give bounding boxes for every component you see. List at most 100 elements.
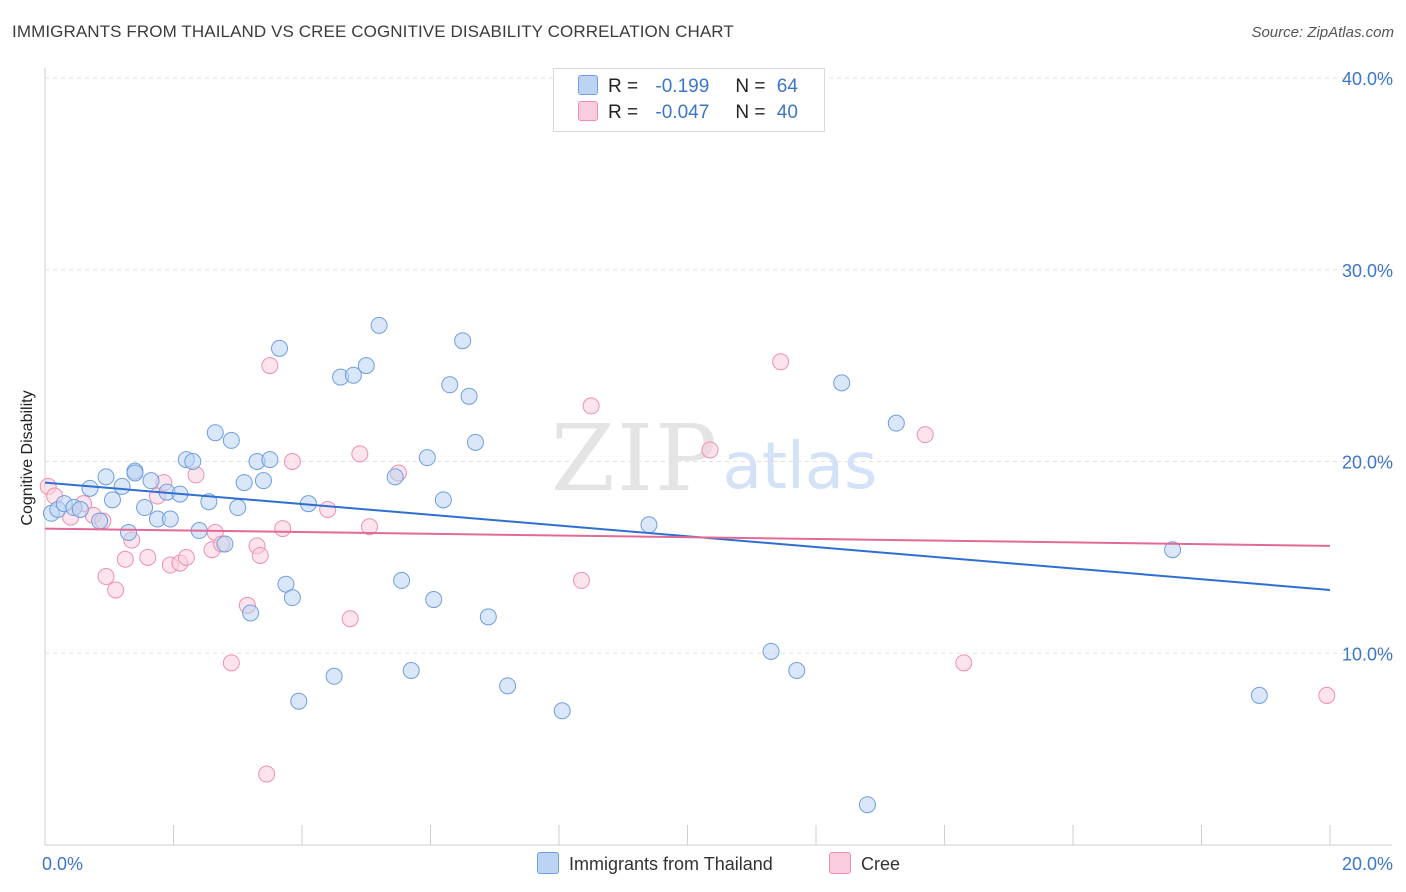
bottom-legend-cree[interactable]: Cree <box>829 852 900 875</box>
thailand-point <box>640 516 658 534</box>
thailand-point <box>788 662 806 680</box>
cree-point <box>1318 686 1336 704</box>
y-tick-label: 40.0% <box>1342 69 1393 89</box>
cree-r-value: -0.047 <box>655 102 710 123</box>
cree-point <box>772 353 790 371</box>
r-label: R = <box>608 76 639 97</box>
thailand-legend-label: Immigrants from Thailand <box>569 854 773 874</box>
thailand-point <box>425 591 443 609</box>
thailand-point <box>1164 541 1182 559</box>
cree-legend-swatch <box>829 852 851 874</box>
cree-legend-label: Cree <box>861 854 901 874</box>
thailand-point <box>103 491 121 509</box>
thailand-point <box>222 431 240 449</box>
n-label: N = <box>735 76 766 97</box>
cree-point <box>97 568 115 586</box>
thailand-point <box>499 677 517 695</box>
cree-point <box>319 500 337 518</box>
cree-point <box>177 548 195 566</box>
cree-point <box>572 571 590 589</box>
x-tick-label: 0.0% <box>42 854 83 874</box>
x-tick-label: 20.0% <box>1342 854 1393 874</box>
cree-point <box>222 654 240 672</box>
thailand-point <box>393 571 411 589</box>
thailand-point <box>370 316 388 334</box>
thailand-point <box>283 589 301 607</box>
cree-point <box>258 765 276 783</box>
tick-labels: 10.0% 20.0% 30.0% 40.0% 0.0% 20.0% <box>42 69 1393 874</box>
thailand-point <box>126 464 144 482</box>
thailand-point <box>136 499 154 517</box>
y-tick-label: 20.0% <box>1342 453 1393 473</box>
watermark-zip: ZIP <box>551 405 719 512</box>
thailand-point <box>113 477 131 495</box>
legend-row-thailand: R = -0.199 N = 64 <box>578 75 798 101</box>
thailand-point <box>858 796 876 814</box>
thailand-point <box>81 479 99 497</box>
cree-point <box>701 441 719 459</box>
legend-row-cree: R = -0.047 N = 40 <box>578 101 798 127</box>
thailand-point <box>229 499 247 517</box>
thailand-point <box>254 472 272 490</box>
thailand-point <box>357 357 375 375</box>
thailand-points <box>42 98 1268 814</box>
thailand-point <box>161 510 179 528</box>
cree-points <box>39 353 1336 783</box>
thailand-point <box>200 493 218 511</box>
thailand-n-value: 64 <box>776 76 798 97</box>
cree-point <box>107 581 125 599</box>
cree-trend-line <box>44 527 1331 547</box>
r-label: R = <box>608 102 639 123</box>
cree-point <box>251 546 269 564</box>
cree-point <box>283 453 301 470</box>
thailand-point <box>97 468 115 486</box>
n-label: N = <box>735 102 766 123</box>
thailand-point <box>71 500 89 518</box>
axes <box>44 68 1392 846</box>
thailand-point <box>344 366 362 384</box>
watermark-atlas: atlas <box>723 430 878 504</box>
thailand-point <box>184 453 202 470</box>
thailand-point <box>386 468 404 486</box>
thailand-point <box>325 667 343 685</box>
bottom-legend-thailand[interactable]: Immigrants from Thailand <box>537 852 773 875</box>
cree-point <box>341 610 359 628</box>
thailand-point <box>290 692 308 710</box>
cree-point <box>261 357 279 375</box>
thailand-point <box>235 474 253 492</box>
thailand-point <box>271 339 289 357</box>
cree-point <box>139 548 157 566</box>
gridlines <box>45 77 1392 654</box>
thailand-point <box>833 374 851 392</box>
thailand-point <box>762 642 780 660</box>
cree-point <box>116 550 134 568</box>
thailand-point <box>479 608 497 626</box>
thailand-point <box>441 376 459 394</box>
thailand-point <box>466 433 484 451</box>
cree-point <box>360 518 378 536</box>
cree-point <box>274 520 292 538</box>
thailand-point <box>91 512 109 530</box>
cree-n-value: 40 <box>776 102 798 123</box>
thailand-point <box>418 449 436 467</box>
correlation-legend: R = -0.199 N = 64 R = -0.047 N = 40 <box>553 68 825 132</box>
thailand-point <box>216 535 234 553</box>
thailand-point <box>402 662 420 680</box>
thailand-point <box>206 424 224 442</box>
chart-title: IMMIGRANTS FROM THAILAND VS CREE COGNITI… <box>12 22 734 41</box>
thailand-swatch <box>578 75 598 95</box>
cree-swatch <box>578 101 598 121</box>
thailand-point <box>454 332 472 350</box>
cree-point <box>351 445 369 463</box>
thailand-point <box>553 702 571 720</box>
thailand-r-value: -0.199 <box>655 76 710 97</box>
thailand-point <box>1250 686 1268 704</box>
cree-point <box>955 654 973 672</box>
thailand-point <box>261 451 279 469</box>
source-label: Source: ZipAtlas.com <box>1251 24 1394 41</box>
thailand-point <box>434 491 452 509</box>
thailand-point <box>120 523 138 541</box>
cree-point <box>916 426 934 444</box>
thailand-point <box>242 604 260 622</box>
